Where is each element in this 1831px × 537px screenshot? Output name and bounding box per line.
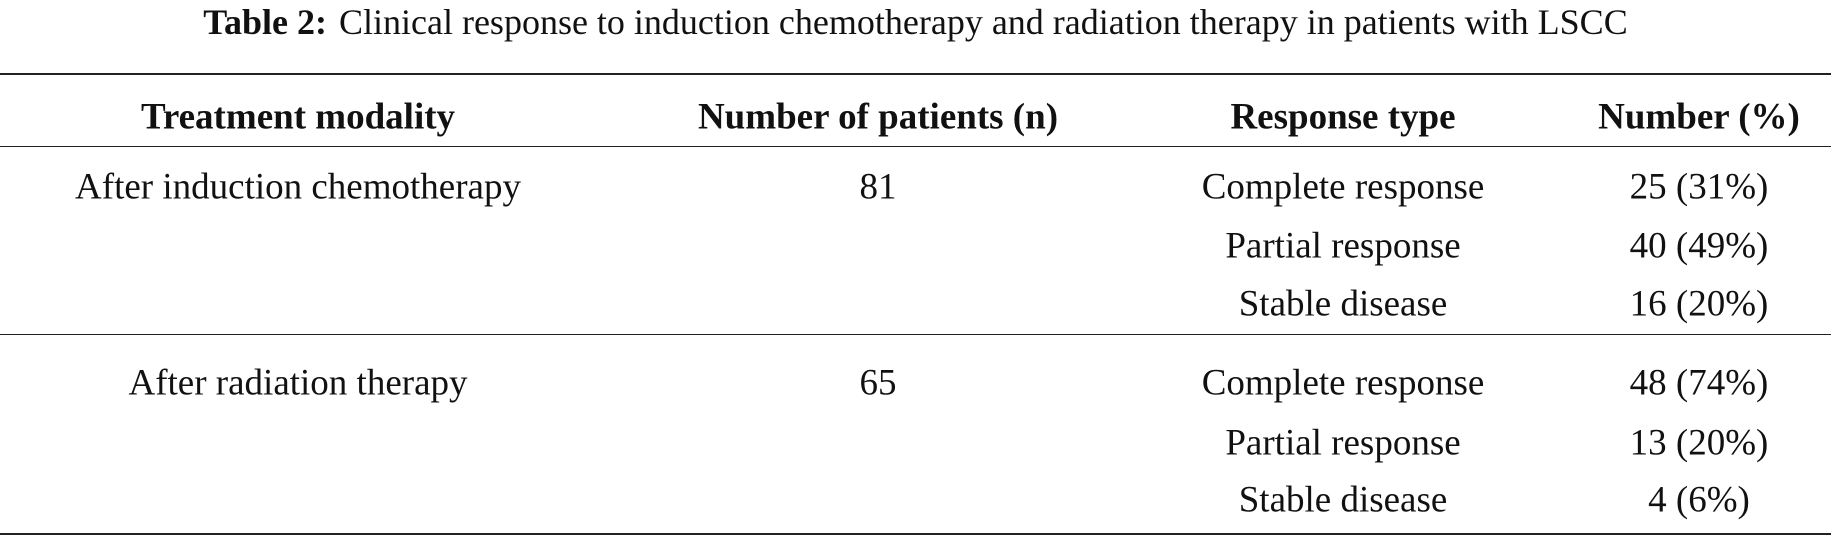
response-number: 48 (74%) bbox=[1629, 362, 1769, 404]
header-cell: Number of patients (n) bbox=[697, 96, 1059, 138]
modality: After radiation therapy bbox=[128, 362, 468, 404]
response-type: Complete response bbox=[1201, 166, 1485, 208]
header-cell: Treatment modality bbox=[140, 96, 456, 138]
response-type: Partial response bbox=[1225, 225, 1461, 267]
top-rule bbox=[0, 73, 1831, 75]
response-type: Stable disease bbox=[1238, 479, 1448, 521]
bottom-rule bbox=[0, 533, 1831, 535]
modality: After induction chemotherapy bbox=[75, 166, 521, 208]
patient-count: 81 bbox=[859, 166, 897, 208]
caption: Table 2: Clinical response to induction c… bbox=[0, 0, 1831, 44]
response-type: Stable disease bbox=[1238, 283, 1448, 325]
response-number: 13 (20%) bbox=[1629, 422, 1769, 464]
header-cell: Number (%) bbox=[1598, 96, 1800, 138]
caption-text: Clinical response to induction chemother… bbox=[338, 2, 1628, 42]
group-rule bbox=[0, 334, 1831, 335]
caption-label: Table 2: bbox=[203, 2, 327, 42]
response-type: Complete response bbox=[1201, 362, 1485, 404]
response-number: 25 (31%) bbox=[1629, 166, 1769, 208]
response-type: Partial response bbox=[1225, 422, 1461, 464]
patient-count: 65 bbox=[859, 362, 897, 404]
response-number: 40 (49%) bbox=[1629, 225, 1769, 267]
header-rule bbox=[0, 146, 1831, 147]
response-number: 4 (6%) bbox=[1648, 479, 1750, 521]
header-cell: Response type bbox=[1230, 96, 1456, 138]
response-number: 16 (20%) bbox=[1629, 283, 1769, 325]
